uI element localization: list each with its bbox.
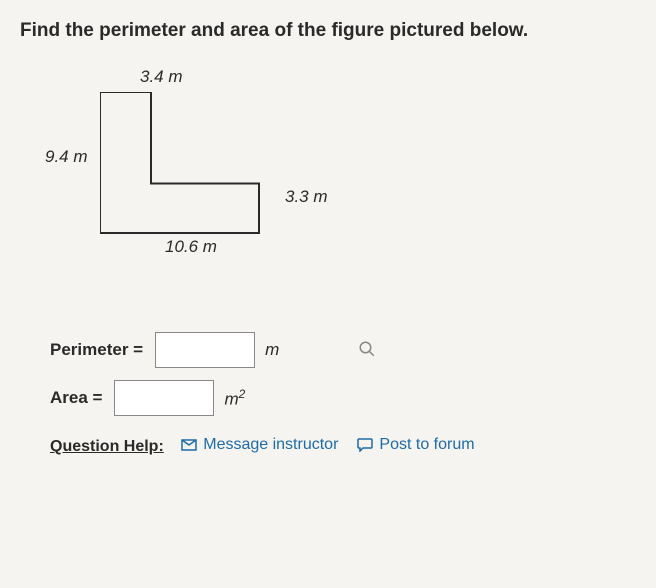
speech-bubble-icon (356, 436, 374, 454)
area-unit: m2 (224, 387, 245, 410)
dimension-label-top: 3.4 m (140, 67, 183, 87)
perimeter-row: Perimeter = m (50, 332, 636, 368)
help-section: Question Help: Message instructor Post t… (50, 436, 636, 456)
message-instructor-link[interactable]: Message instructor (180, 436, 338, 454)
l-shape-svg (100, 92, 280, 237)
perimeter-unit: m (265, 340, 279, 360)
post-to-forum-text: Post to forum (379, 436, 474, 454)
area-label: Area = (50, 388, 102, 408)
area-input[interactable] (114, 380, 214, 416)
message-instructor-text: Message instructor (203, 436, 338, 454)
dimension-label-right: 3.3 m (285, 187, 328, 207)
dimension-label-left: 9.4 m (45, 147, 88, 167)
dimension-label-bottom: 10.6 m (165, 237, 217, 257)
perimeter-label: Perimeter = (50, 340, 143, 360)
question-prompt: Find the perimeter and area of the figur… (20, 20, 636, 42)
figure-diagram: 3.4 m 9.4 m 3.3 m 10.6 m (100, 92, 360, 282)
zoom-icon[interactable] (358, 340, 376, 363)
area-row: Area = m2 (50, 380, 636, 416)
l-shape-path (100, 92, 259, 233)
help-label: Question Help: (50, 438, 164, 455)
envelope-icon (180, 436, 198, 454)
answer-section: Perimeter = m Area = m2 (50, 332, 636, 416)
post-to-forum-link[interactable]: Post to forum (356, 436, 474, 454)
perimeter-input[interactable] (155, 332, 255, 368)
